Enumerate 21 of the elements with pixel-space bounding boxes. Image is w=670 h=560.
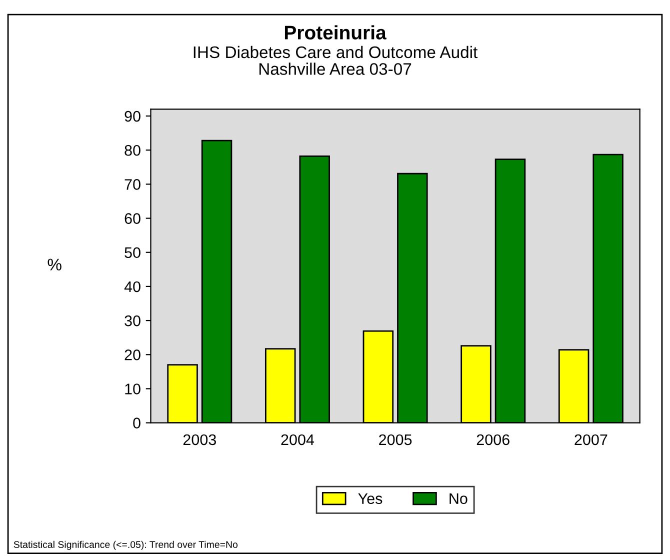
y-tick-label: 90 bbox=[124, 110, 140, 122]
y-axis-title: % bbox=[48, 258, 62, 270]
chart-subtitle: IHS Diabetes Care and Outcome Audit Nashville Area 03-07 bbox=[194, 46, 478, 75]
text: Statistical Significance (<=.05): Trend over Time=No bbox=[14, 540, 238, 550]
legend-label: Yes bbox=[358, 493, 382, 504]
y-tick-label: 0 bbox=[133, 418, 140, 428]
y-tick-label: 10 bbox=[125, 384, 140, 394]
y-tick-label: 40 bbox=[124, 281, 140, 292]
x-tick-label: 2007 bbox=[574, 434, 608, 446]
x-tick-label: 2006 bbox=[476, 434, 510, 446]
x-tick-label: 2003 bbox=[183, 434, 216, 446]
y-tick-label: 80 bbox=[124, 144, 140, 156]
x-tick-label: 2005 bbox=[379, 434, 412, 446]
y-tick-label: 70 bbox=[124, 179, 140, 190]
y-tick-label: 20 bbox=[124, 349, 140, 360]
y-tick-label: 50 bbox=[124, 247, 140, 258]
x-tick-label: 2004 bbox=[281, 434, 314, 446]
y-tick-label: 30 bbox=[124, 315, 140, 326]
legend-label: No bbox=[450, 493, 468, 504]
y-tick-label: 60 bbox=[124, 213, 140, 224]
chart-title: Proteinuria bbox=[284, 25, 386, 40]
